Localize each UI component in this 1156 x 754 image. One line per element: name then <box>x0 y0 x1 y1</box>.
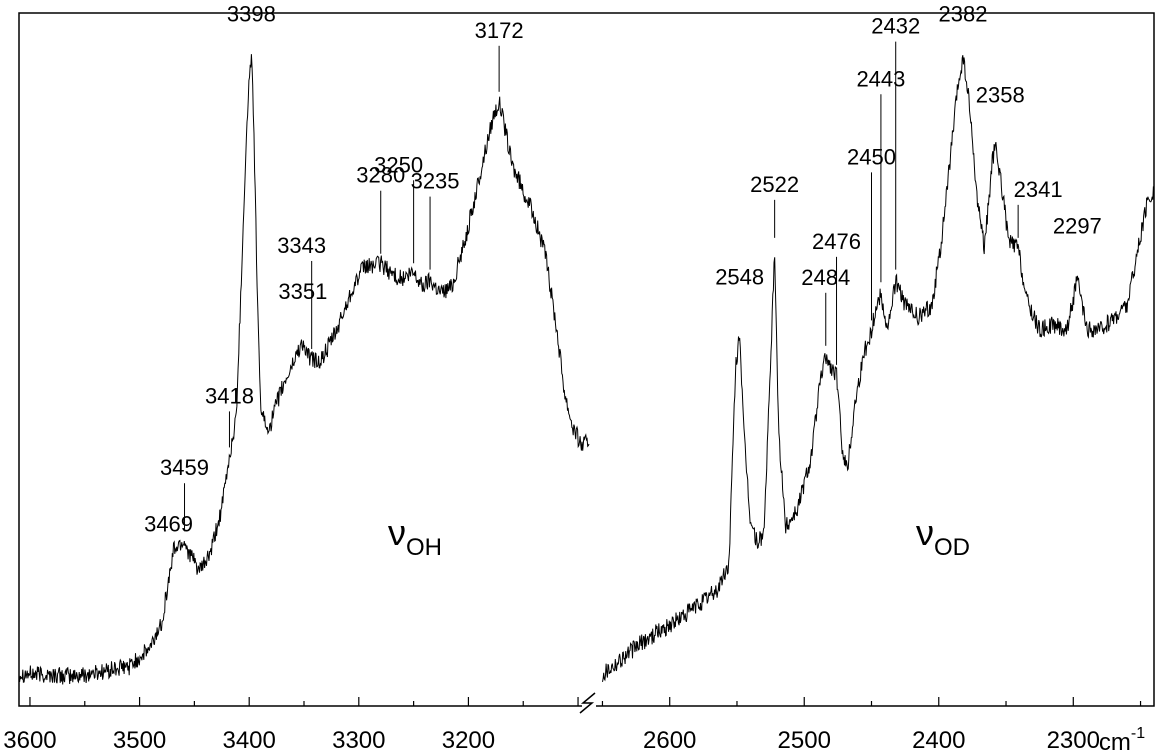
x-axis-ticks: 3600 3500 3400 3300 3200 2600 2500 2400 2300 <box>3 697 1142 754</box>
peak-label-2450: 2450 <box>847 144 896 169</box>
x-tick-label: 3200 <box>442 727 495 754</box>
band-label-oh: νOH <box>388 512 442 561</box>
spectrum-trace-oh <box>18 54 590 685</box>
band-label-od: νOD <box>916 512 970 561</box>
peak-label-2341: 2341 <box>1014 177 1063 202</box>
peak-label-2358: 2358 <box>976 82 1025 107</box>
peak-label-2443: 2443 <box>856 66 905 91</box>
peak-label-3469: 3469 <box>144 511 193 536</box>
x-tick-label: 2500 <box>778 727 831 754</box>
peak-label-3418: 3418 <box>205 383 254 408</box>
peak-label-3459: 3459 <box>160 455 209 480</box>
peak-label-2382: 2382 <box>938 1 987 26</box>
peak-label-3280: 3280 <box>356 163 405 188</box>
peak-label-2297: 2297 <box>1053 214 1102 239</box>
x-tick-label: 3600 <box>3 727 56 754</box>
x-tick-label: 3500 <box>113 727 166 754</box>
peak-label-3235: 3235 <box>411 169 460 194</box>
peak-label-2476: 2476 <box>812 229 861 254</box>
spectrum-traces <box>18 54 1155 685</box>
peak-label-3351: 3351 <box>278 279 327 304</box>
x-unit-label: cm-1 <box>1099 725 1145 754</box>
peak-label-3250: 3250 <box>374 152 423 177</box>
peak-label-2522: 2522 <box>750 172 799 197</box>
peak-markers <box>184 41 1019 532</box>
peak-label-2432: 2432 <box>871 14 920 39</box>
plot-frame <box>18 12 1155 707</box>
x-tick-label: 2300 <box>1047 727 1100 754</box>
peak-label-2548: 2548 <box>715 264 764 289</box>
peak-label-3343: 3343 <box>277 233 326 258</box>
x-tick-label: 3400 <box>222 727 275 754</box>
axis-break-mark <box>579 692 596 714</box>
peak-label-3172: 3172 <box>475 18 524 43</box>
peak-label-3398: 3398 <box>227 1 276 26</box>
x-tick-label: 2400 <box>912 727 965 754</box>
x-tick-label: 3300 <box>332 727 385 754</box>
spectrum-trace-od <box>602 55 1155 682</box>
peak-label-2484: 2484 <box>801 265 850 290</box>
x-tick-label: 2600 <box>643 727 696 754</box>
